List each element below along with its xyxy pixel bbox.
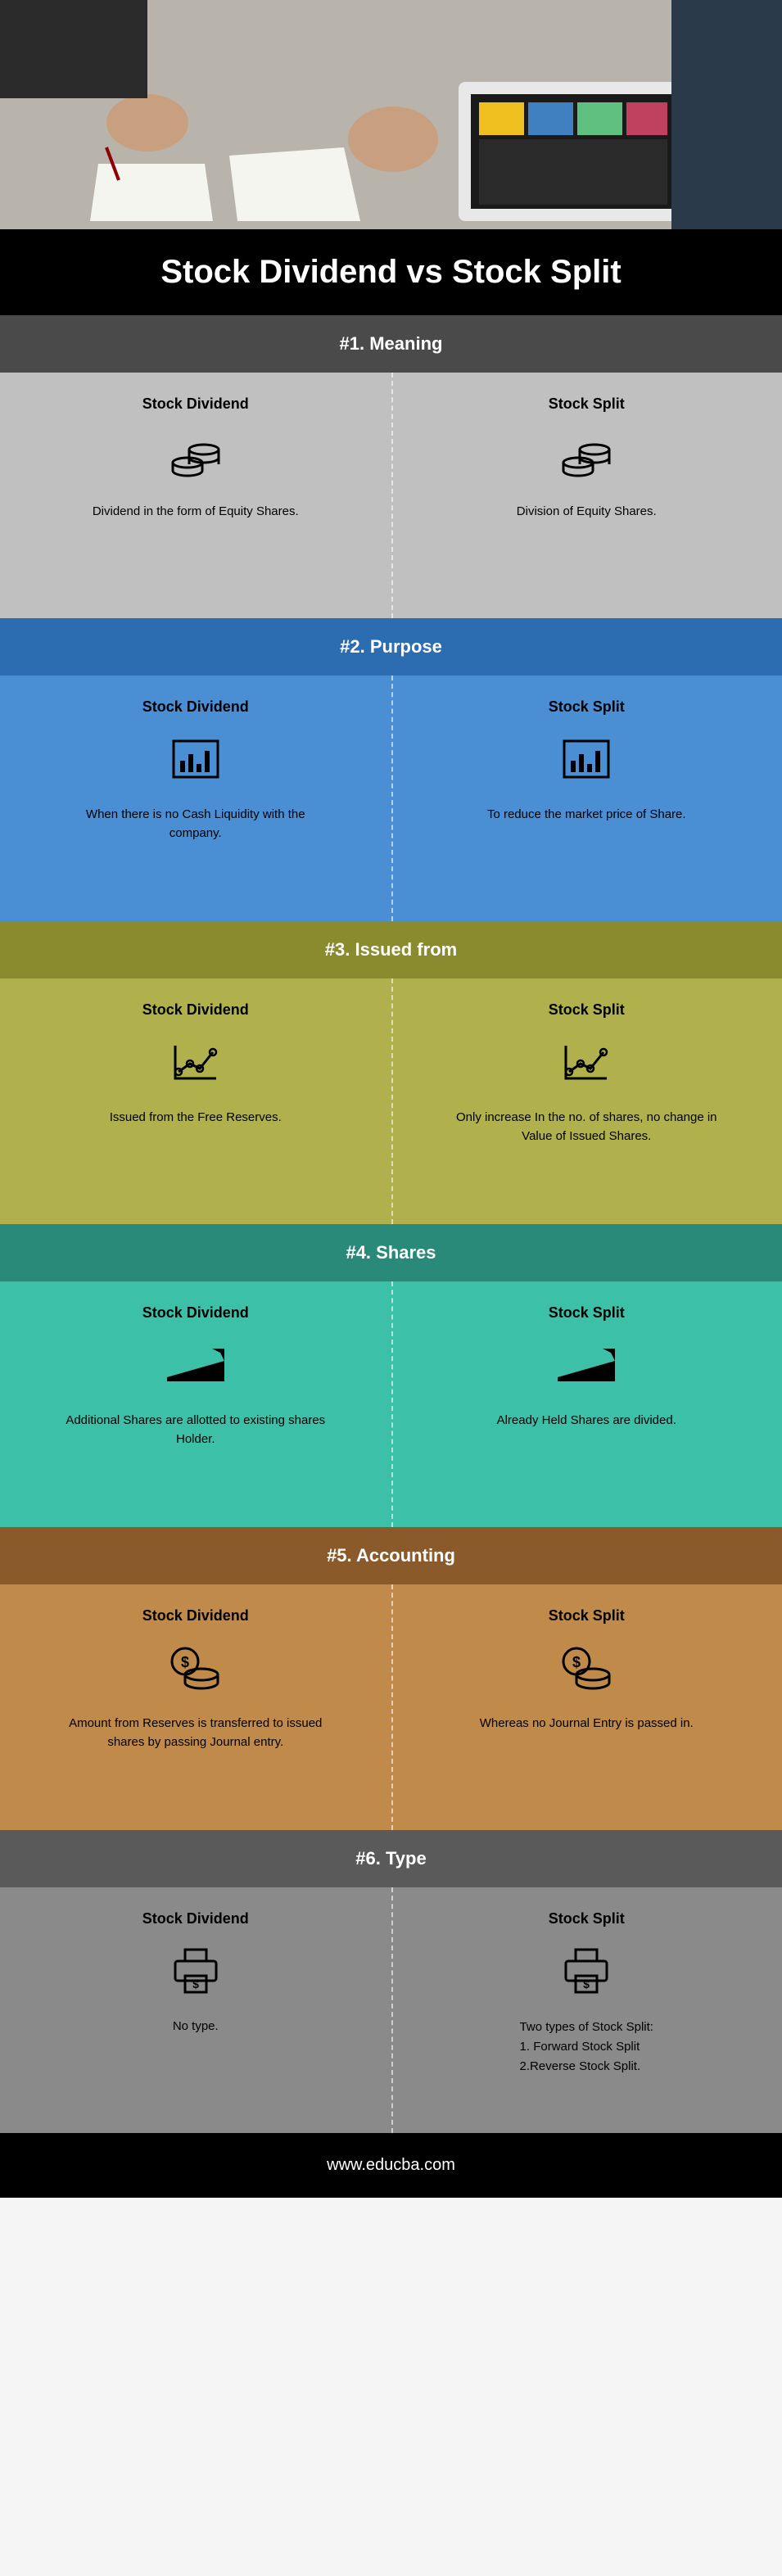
barchart-icon xyxy=(558,730,615,788)
section-header-purpose: #2. Purpose xyxy=(0,618,782,676)
desc: Division of Equity Shares. xyxy=(517,503,657,522)
col-right: Stock Split Already Held Shares are divi… xyxy=(391,1281,782,1527)
section-header-shares: #4. Shares xyxy=(0,1224,782,1281)
printer-icon: $ xyxy=(167,1942,224,2000)
coins-icon xyxy=(558,427,615,485)
col-right: Stock Split To reduce the market price o… xyxy=(391,676,782,921)
col-left: Stock Dividend $ No type. xyxy=(0,1887,391,2133)
col-right: Stock Split Division of Equity Shares. xyxy=(391,373,782,618)
col-title: Stock Split xyxy=(549,698,625,716)
col-left: Stock Dividend Dividend in the form of E… xyxy=(0,373,391,618)
page-title: Stock Dividend vs Stock Split xyxy=(0,229,782,315)
section-header-issued: #3. Issued from xyxy=(0,921,782,978)
desc: Amount from Reserves is transferred to i… xyxy=(65,1715,327,1751)
desc: When there is no Cash Liquidity with the… xyxy=(65,806,327,843)
col-title: Stock Dividend xyxy=(142,1607,249,1625)
svg-text:$: $ xyxy=(181,1654,189,1670)
hero-image xyxy=(0,0,782,229)
section-header-accounting: #5. Accounting xyxy=(0,1527,782,1584)
comparison-issued: Stock Dividend Issued from the Free Rese… xyxy=(0,978,782,1224)
barchart-icon xyxy=(167,730,224,788)
col-left: Stock Dividend When there is no Cash Liq… xyxy=(0,676,391,921)
comparison-meaning: Stock Dividend Dividend in the form of E… xyxy=(0,373,782,618)
dollarcoins-icon: $ xyxy=(556,1639,617,1697)
desc: Only increase In the no. of shares, no c… xyxy=(455,1109,717,1146)
col-title: Stock Dividend xyxy=(142,1910,249,1927)
col-title: Stock Split xyxy=(549,1910,625,1927)
comparison-purpose: Stock Dividend When there is no Cash Liq… xyxy=(0,676,782,921)
lineup-icon xyxy=(167,1033,224,1091)
col-title: Stock Dividend xyxy=(142,395,249,413)
col-left: Stock Dividend $ Amount from Reserves is… xyxy=(0,1584,391,1830)
col-title: Stock Split xyxy=(549,1607,625,1625)
col-right: Stock Split Only increase In the no. of … xyxy=(391,978,782,1224)
col-title: Stock Dividend xyxy=(142,698,249,716)
infographic-container: Stock Dividend vs Stock Split #1. Meanin… xyxy=(0,0,782,2198)
trend-icon xyxy=(554,1336,619,1394)
col-title: Stock Dividend xyxy=(142,1304,249,1322)
desc: Dividend in the form of Equity Shares. xyxy=(93,503,299,522)
printer-icon: $ xyxy=(558,1942,615,2000)
comparison-shares: Stock Dividend Additional Shares are all… xyxy=(0,1281,782,1527)
trend-icon xyxy=(163,1336,228,1394)
col-title: Stock Split xyxy=(549,395,625,413)
col-left: Stock Dividend Additional Shares are all… xyxy=(0,1281,391,1527)
dollarcoins-icon: $ xyxy=(165,1639,226,1697)
col-title: Stock Split xyxy=(549,1001,625,1019)
svg-text:$: $ xyxy=(572,1654,581,1670)
comparison-accounting: Stock Dividend $ Amount from Reserves is… xyxy=(0,1584,782,1830)
section-header-meaning: #1. Meaning xyxy=(0,315,782,373)
comparison-type: Stock Dividend $ No type. Stock Split $ … xyxy=(0,1887,782,2133)
desc: To reduce the market price of Share. xyxy=(487,806,686,825)
col-title: Stock Dividend xyxy=(142,1001,249,1019)
desc: No type. xyxy=(173,2018,219,2036)
desc-list: Two types of Stock Split:1. Forward Stoc… xyxy=(520,2018,653,2077)
svg-text:$: $ xyxy=(583,1977,590,1991)
col-left: Stock Dividend Issued from the Free Rese… xyxy=(0,978,391,1224)
desc: Issued from the Free Reserves. xyxy=(110,1109,282,1128)
svg-text:$: $ xyxy=(192,1977,199,1991)
col-title: Stock Split xyxy=(549,1304,625,1322)
section-header-type: #6. Type xyxy=(0,1830,782,1887)
col-right: Stock Split $ Two types of Stock Split:1… xyxy=(391,1887,782,2133)
desc: Additional Shares are allotted to existi… xyxy=(65,1412,327,1448)
col-right: Stock Split $ Whereas no Journal Entry i… xyxy=(391,1584,782,1830)
desc: Whereas no Journal Entry is passed in. xyxy=(480,1715,694,1733)
desc: Already Held Shares are divided. xyxy=(497,1412,676,1430)
lineup-icon xyxy=(558,1033,615,1091)
footer: www.educba.com xyxy=(0,2133,782,2198)
coins-icon xyxy=(167,427,224,485)
